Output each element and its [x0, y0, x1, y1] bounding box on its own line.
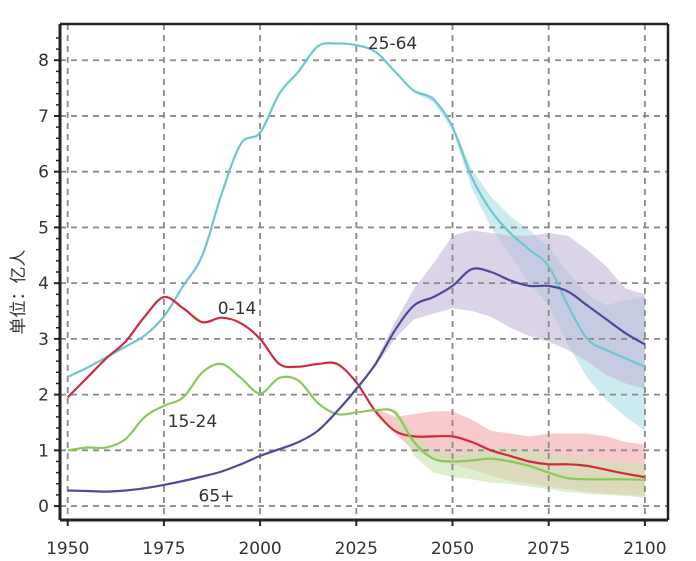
x-tick-label: 2100: [623, 539, 666, 559]
x-tick-label: 2075: [527, 539, 570, 559]
series-label-0-14: 0-14: [218, 299, 257, 319]
x-tick-label: 2025: [335, 539, 378, 559]
x-tick-label: 2000: [238, 539, 281, 559]
x-tick-label: 1950: [46, 539, 89, 559]
x-tick-label: 1975: [142, 539, 185, 559]
y-axis: 0 1 2 3 4 5 6 7 8: [38, 37, 60, 517]
y-tick-label: 5: [38, 218, 49, 238]
series-label-65plus: 65+: [199, 487, 235, 507]
series-label-15-24: 15-24: [168, 412, 217, 432]
y-tick-label: 6: [38, 163, 49, 183]
y-tick-label: 2: [38, 386, 49, 406]
x-tick-label: 2050: [431, 539, 474, 559]
y-tick-label: 4: [38, 274, 49, 294]
uncertainty-bands: [375, 89, 645, 498]
series-label-25-64: 25-64: [368, 34, 417, 54]
series-line-15-24: [67, 362, 645, 481]
series-line-25-64: [67, 42, 646, 378]
y-tick-label: 8: [38, 51, 49, 71]
y-tick-label: 1: [38, 441, 49, 461]
series-line-0-14: [66, 295, 646, 479]
grid: [60, 24, 668, 520]
y-tick-label: 3: [38, 330, 49, 350]
y-axis-label: 单位：亿人: [9, 250, 29, 335]
y-tick-label: 7: [38, 107, 49, 127]
series-lines: [66, 42, 646, 493]
band-15-24: [394, 408, 645, 498]
band-65plus: [375, 230, 645, 389]
series-labels: 25-64 0-14 15-24 65+: [168, 34, 418, 507]
y-tick-label: 0: [38, 497, 49, 517]
x-axis: 1950 1975 2000 2025 2050 2075 2100: [46, 520, 667, 559]
series-line-65plus: [67, 267, 646, 493]
